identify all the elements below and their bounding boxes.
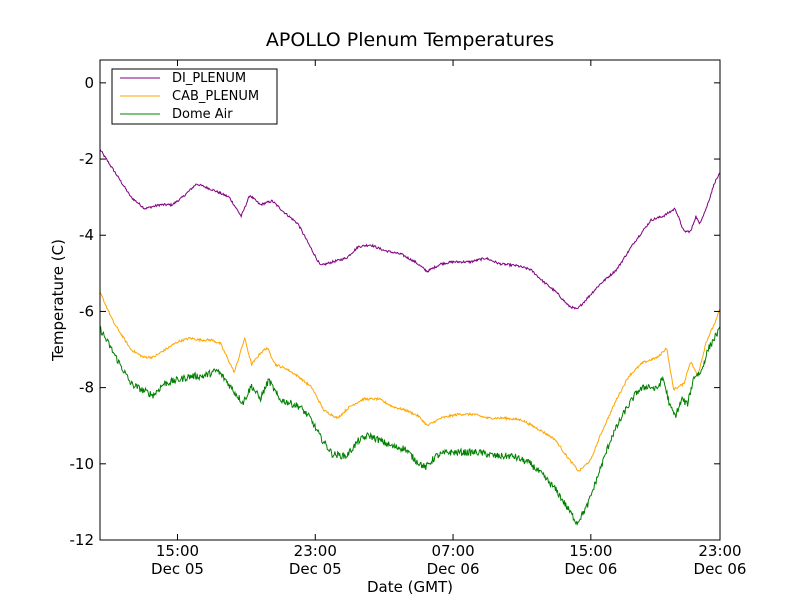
- x-tick-label-date: Dec 05: [151, 560, 204, 578]
- series-line-dome-air: [100, 325, 720, 526]
- legend: DI_PLENUM CAB_PLENUM Dome Air: [111, 68, 278, 125]
- x-tick-label-date: Dec 05: [289, 560, 342, 578]
- y-tick-label: 0: [84, 74, 94, 92]
- y-tick-label: -4: [79, 226, 94, 244]
- x-tick-label-time: 15:00: [156, 542, 199, 560]
- y-tick-label: -6: [79, 302, 94, 320]
- y-tick-label: -2: [79, 150, 94, 168]
- x-tick-label-date: Dec 06: [694, 560, 747, 578]
- y-tick-label: -10: [70, 455, 95, 473]
- chart-title: APOLLO Plenum Temperatures: [266, 29, 554, 51]
- x-tick-label-date: Dec 06: [427, 560, 480, 578]
- legend-label: DI_PLENUM: [172, 71, 246, 86]
- x-tick-label-time: 23:00: [294, 542, 337, 560]
- series-line-cab-plenum: [100, 291, 720, 472]
- x-tick-label-date: Dec 06: [564, 560, 617, 578]
- legend-label: Dome Air: [172, 107, 233, 122]
- y-tick-label: -8: [79, 379, 94, 397]
- series-line-di-plenum: [100, 149, 720, 310]
- x-tick-label-time: 15:00: [569, 542, 612, 560]
- x-axis-label: Date (GMT): [367, 578, 453, 596]
- x-tick-label-time: 23:00: [698, 542, 741, 560]
- x-tick-label-time: 07:00: [431, 542, 474, 560]
- y-tick-label: -12: [70, 531, 95, 549]
- plot-area-frame: [99, 59, 721, 541]
- y-axis-label: Temperature (C): [49, 239, 67, 362]
- legend-label: CAB_PLENUM: [172, 89, 259, 104]
